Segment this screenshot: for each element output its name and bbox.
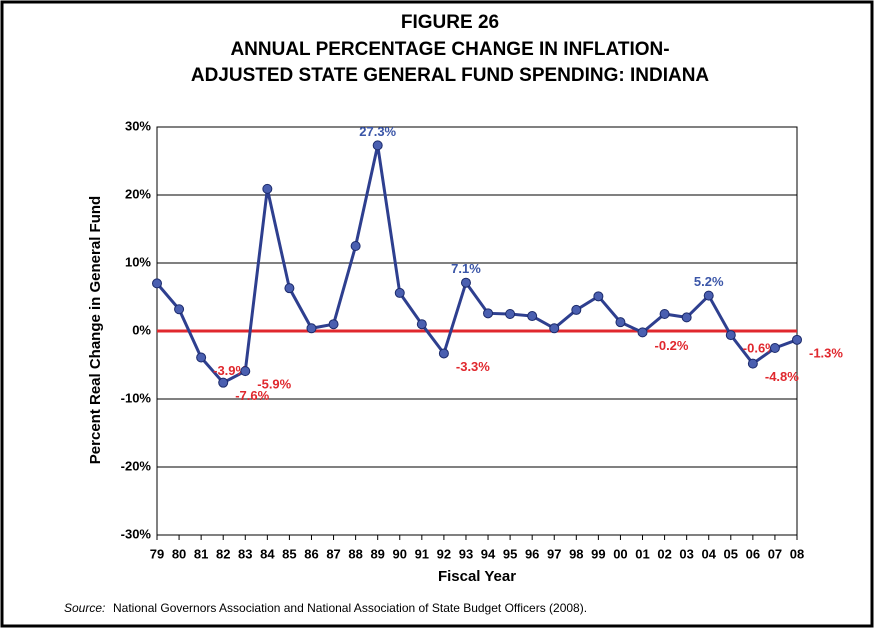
y-tick-label: -10% <box>121 390 152 405</box>
y-tick-label: 0% <box>132 322 151 337</box>
value-label: -0.2% <box>655 338 689 353</box>
y-tick-label: 10% <box>125 254 151 269</box>
point <box>747 358 758 369</box>
point <box>681 312 692 323</box>
line <box>155 145 798 385</box>
x-tick-label: 99 <box>591 546 605 561</box>
value-label: 5.2% <box>694 274 724 289</box>
y-tick-label: 20% <box>125 186 151 201</box>
value-label: 7.1% <box>451 261 481 276</box>
x-tick-label: 85 <box>282 546 296 561</box>
x-tick-label: 87 <box>326 546 340 561</box>
x-tick-label: 92 <box>437 546 451 561</box>
point <box>659 309 670 319</box>
point <box>240 366 251 377</box>
x-tick-label: 91 <box>415 546 429 561</box>
point <box>350 241 361 251</box>
x-tick-label: 04 <box>701 546 716 561</box>
point <box>174 304 185 315</box>
x-tick-label: 88 <box>348 546 362 561</box>
x-tick-label: 84 <box>260 546 275 561</box>
value-label: -4.8% <box>765 369 799 384</box>
value-label: 27.3% <box>359 124 396 139</box>
x-tick-label: 80 <box>172 546 186 561</box>
point <box>152 278 162 289</box>
x-tick-label: 83 <box>238 546 252 561</box>
chart-title: ANNUAL PERCENTAGE CHANGE IN INFLATION- <box>230 39 669 60</box>
x-tick-label: 90 <box>393 546 407 561</box>
value-label: -5.9% <box>257 377 291 392</box>
x-tick-label: 97 <box>547 546 561 561</box>
value-label: -7.6% <box>235 388 269 403</box>
x-tick-label: 95 <box>503 546 517 561</box>
value-label: -3.3% <box>456 359 490 374</box>
point <box>725 330 736 341</box>
point <box>483 308 494 319</box>
x-tick-label: 98 <box>569 546 583 561</box>
x-tick-label: 94 <box>481 546 496 561</box>
point <box>416 319 427 330</box>
point <box>527 311 538 322</box>
point <box>372 140 383 151</box>
y-tick-label: -30% <box>121 526 152 541</box>
x-tick-label: 06 <box>746 546 760 561</box>
point <box>438 348 449 359</box>
point <box>284 283 295 294</box>
x-tick-label: 96 <box>525 546 539 561</box>
x-tick-label: 79 <box>150 546 164 561</box>
point <box>593 291 604 302</box>
x-tick-label: 00 <box>613 546 627 561</box>
chart-title: ADJUSTED STATE GENERAL FUND SPENDING: IN… <box>191 65 710 86</box>
point <box>394 287 405 298</box>
point <box>571 304 582 315</box>
value-label: -3.9% <box>213 363 247 378</box>
x-tick-label: 03 <box>679 546 693 561</box>
point <box>196 352 207 363</box>
point <box>262 183 273 194</box>
point <box>460 277 471 288</box>
x-tick-label: 86 <box>304 546 318 561</box>
x-tick-label: 05 <box>724 546 738 561</box>
point <box>637 327 648 338</box>
y-tick-label: -20% <box>121 458 152 473</box>
x-tick-label: 01 <box>635 546 649 561</box>
x-tick-label: 82 <box>216 546 230 561</box>
x-tick-label: 81 <box>194 546 208 561</box>
x-tick-label: 89 <box>370 546 384 561</box>
point <box>505 309 516 319</box>
point <box>769 343 780 353</box>
point <box>306 323 317 334</box>
y-axis-title: Percent Real Change in General Fund <box>87 196 104 464</box>
point <box>615 317 626 328</box>
x-tick-label: 08 <box>790 546 804 561</box>
point <box>703 290 714 301</box>
y-tick-label: 30% <box>125 118 151 133</box>
point <box>549 323 560 334</box>
point <box>218 377 229 388</box>
source: National Governors Association and Natio… <box>113 601 587 615</box>
value-label: -0.6% <box>743 341 777 356</box>
chart-title: FIGURE 26 <box>401 12 499 33</box>
x-tick-label: 02 <box>657 546 671 561</box>
source-label: Source: <box>64 601 105 615</box>
x-axis-title: Fiscal Year <box>438 568 516 585</box>
x-tick-label: 07 <box>768 546 782 561</box>
point <box>328 319 339 330</box>
value-label: -1.3% <box>809 345 843 360</box>
x-tick-label: 93 <box>459 546 473 561</box>
point <box>792 334 802 345</box>
